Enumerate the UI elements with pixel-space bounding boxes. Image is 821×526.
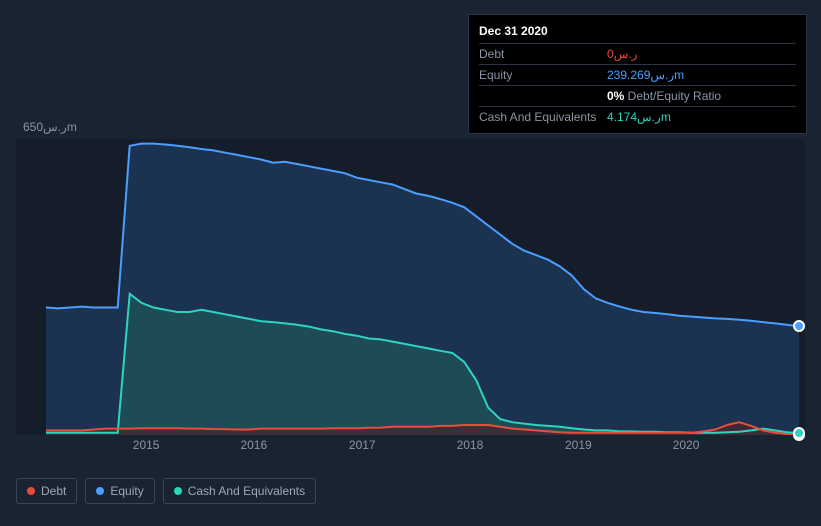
info-debt-label: Debt (479, 47, 607, 61)
legend-label: Equity (110, 484, 143, 498)
info-ratio-value: 0% Debt/Equity Ratio (607, 89, 721, 103)
info-date: Dec 31 2020 (479, 21, 796, 43)
info-equity-value: ر.س239.269m (607, 68, 684, 82)
info-ratio-pct: 0% (607, 89, 624, 103)
y-axis-top-label: ر.س650m (23, 120, 77, 134)
info-row-ratio: 0% Debt/Equity Ratio (479, 85, 796, 106)
x-tick: 2019 (565, 438, 592, 452)
chart-svg (16, 139, 805, 435)
legend-dot-icon (96, 487, 104, 495)
legend-label: Cash And Equivalents (188, 484, 305, 498)
info-cash-value: ر.س4.174m (607, 110, 671, 124)
x-tick: 2017 (349, 438, 376, 452)
legend-item[interactable]: Cash And Equivalents (163, 478, 316, 504)
info-ratio-label: Debt/Equity Ratio (624, 89, 721, 103)
legend-item[interactable]: Debt (16, 478, 77, 504)
info-equity-label: Equity (479, 68, 607, 82)
info-row-equity: Equity ر.س239.269m (479, 64, 796, 85)
chart-container: Dec 31 2020 Debt ر.س0 Equity ر.س239.269m… (0, 0, 821, 526)
legend-item[interactable]: Equity (85, 478, 154, 504)
info-debt-value: ر.س0 (607, 47, 637, 61)
x-tick: 2020 (673, 438, 700, 452)
info-row-cash: Cash And Equivalents ر.س4.174m (479, 106, 796, 127)
chart-plot-area[interactable] (16, 139, 805, 435)
legend-dot-icon (27, 487, 35, 495)
legend: Debt Equity Cash And Equivalents (16, 478, 316, 504)
info-cash-label: Cash And Equivalents (479, 110, 607, 124)
x-tick: 2015 (133, 438, 160, 452)
x-tick: 2016 (240, 438, 267, 452)
info-panel: Dec 31 2020 Debt ر.س0 Equity ر.س239.269m… (468, 14, 807, 134)
info-row-debt: Debt ر.س0 (479, 43, 796, 64)
legend-dot-icon (174, 487, 182, 495)
info-ratio-blank (479, 89, 607, 103)
x-tick: 2018 (457, 438, 484, 452)
legend-label: Debt (41, 484, 66, 498)
